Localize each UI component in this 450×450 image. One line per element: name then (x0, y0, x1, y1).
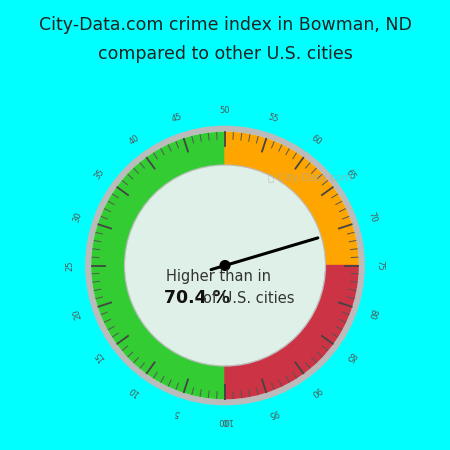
Text: 10: 10 (127, 384, 141, 397)
Text: 20: 20 (72, 307, 84, 320)
Text: 80: 80 (366, 307, 378, 320)
Text: 5: 5 (173, 408, 181, 418)
Circle shape (126, 166, 324, 365)
Text: 95: 95 (266, 407, 279, 419)
Text: ⛲ City-Data.com: ⛲ City-Data.com (268, 173, 352, 183)
Text: 75: 75 (375, 260, 384, 271)
Text: 0: 0 (222, 416, 228, 425)
Text: 55: 55 (266, 112, 279, 124)
Circle shape (220, 261, 230, 270)
Circle shape (86, 126, 364, 405)
Text: Higher than in: Higher than in (166, 269, 271, 284)
Text: 45: 45 (171, 112, 184, 124)
Text: 85: 85 (343, 350, 357, 364)
Text: City-Data.com crime index in Bowman, ND: City-Data.com crime index in Bowman, ND (39, 16, 411, 34)
Text: 25: 25 (66, 260, 75, 271)
Text: of U.S. cities: of U.S. cities (203, 291, 295, 306)
Text: 35: 35 (93, 167, 107, 181)
Text: 50: 50 (220, 106, 230, 115)
Text: 40: 40 (127, 134, 141, 147)
Text: 30: 30 (72, 211, 84, 224)
Text: 60: 60 (309, 133, 323, 147)
Text: compared to other U.S. cities: compared to other U.S. cities (98, 45, 352, 63)
Wedge shape (225, 132, 358, 266)
Text: 15: 15 (93, 350, 106, 364)
Text: 90: 90 (309, 384, 323, 397)
Wedge shape (225, 266, 358, 399)
Wedge shape (92, 132, 225, 399)
Text: 100: 100 (217, 416, 233, 425)
Text: 70.4 %: 70.4 % (164, 289, 230, 307)
Circle shape (92, 132, 358, 399)
Text: 70: 70 (366, 211, 378, 224)
Text: 65: 65 (343, 167, 357, 181)
